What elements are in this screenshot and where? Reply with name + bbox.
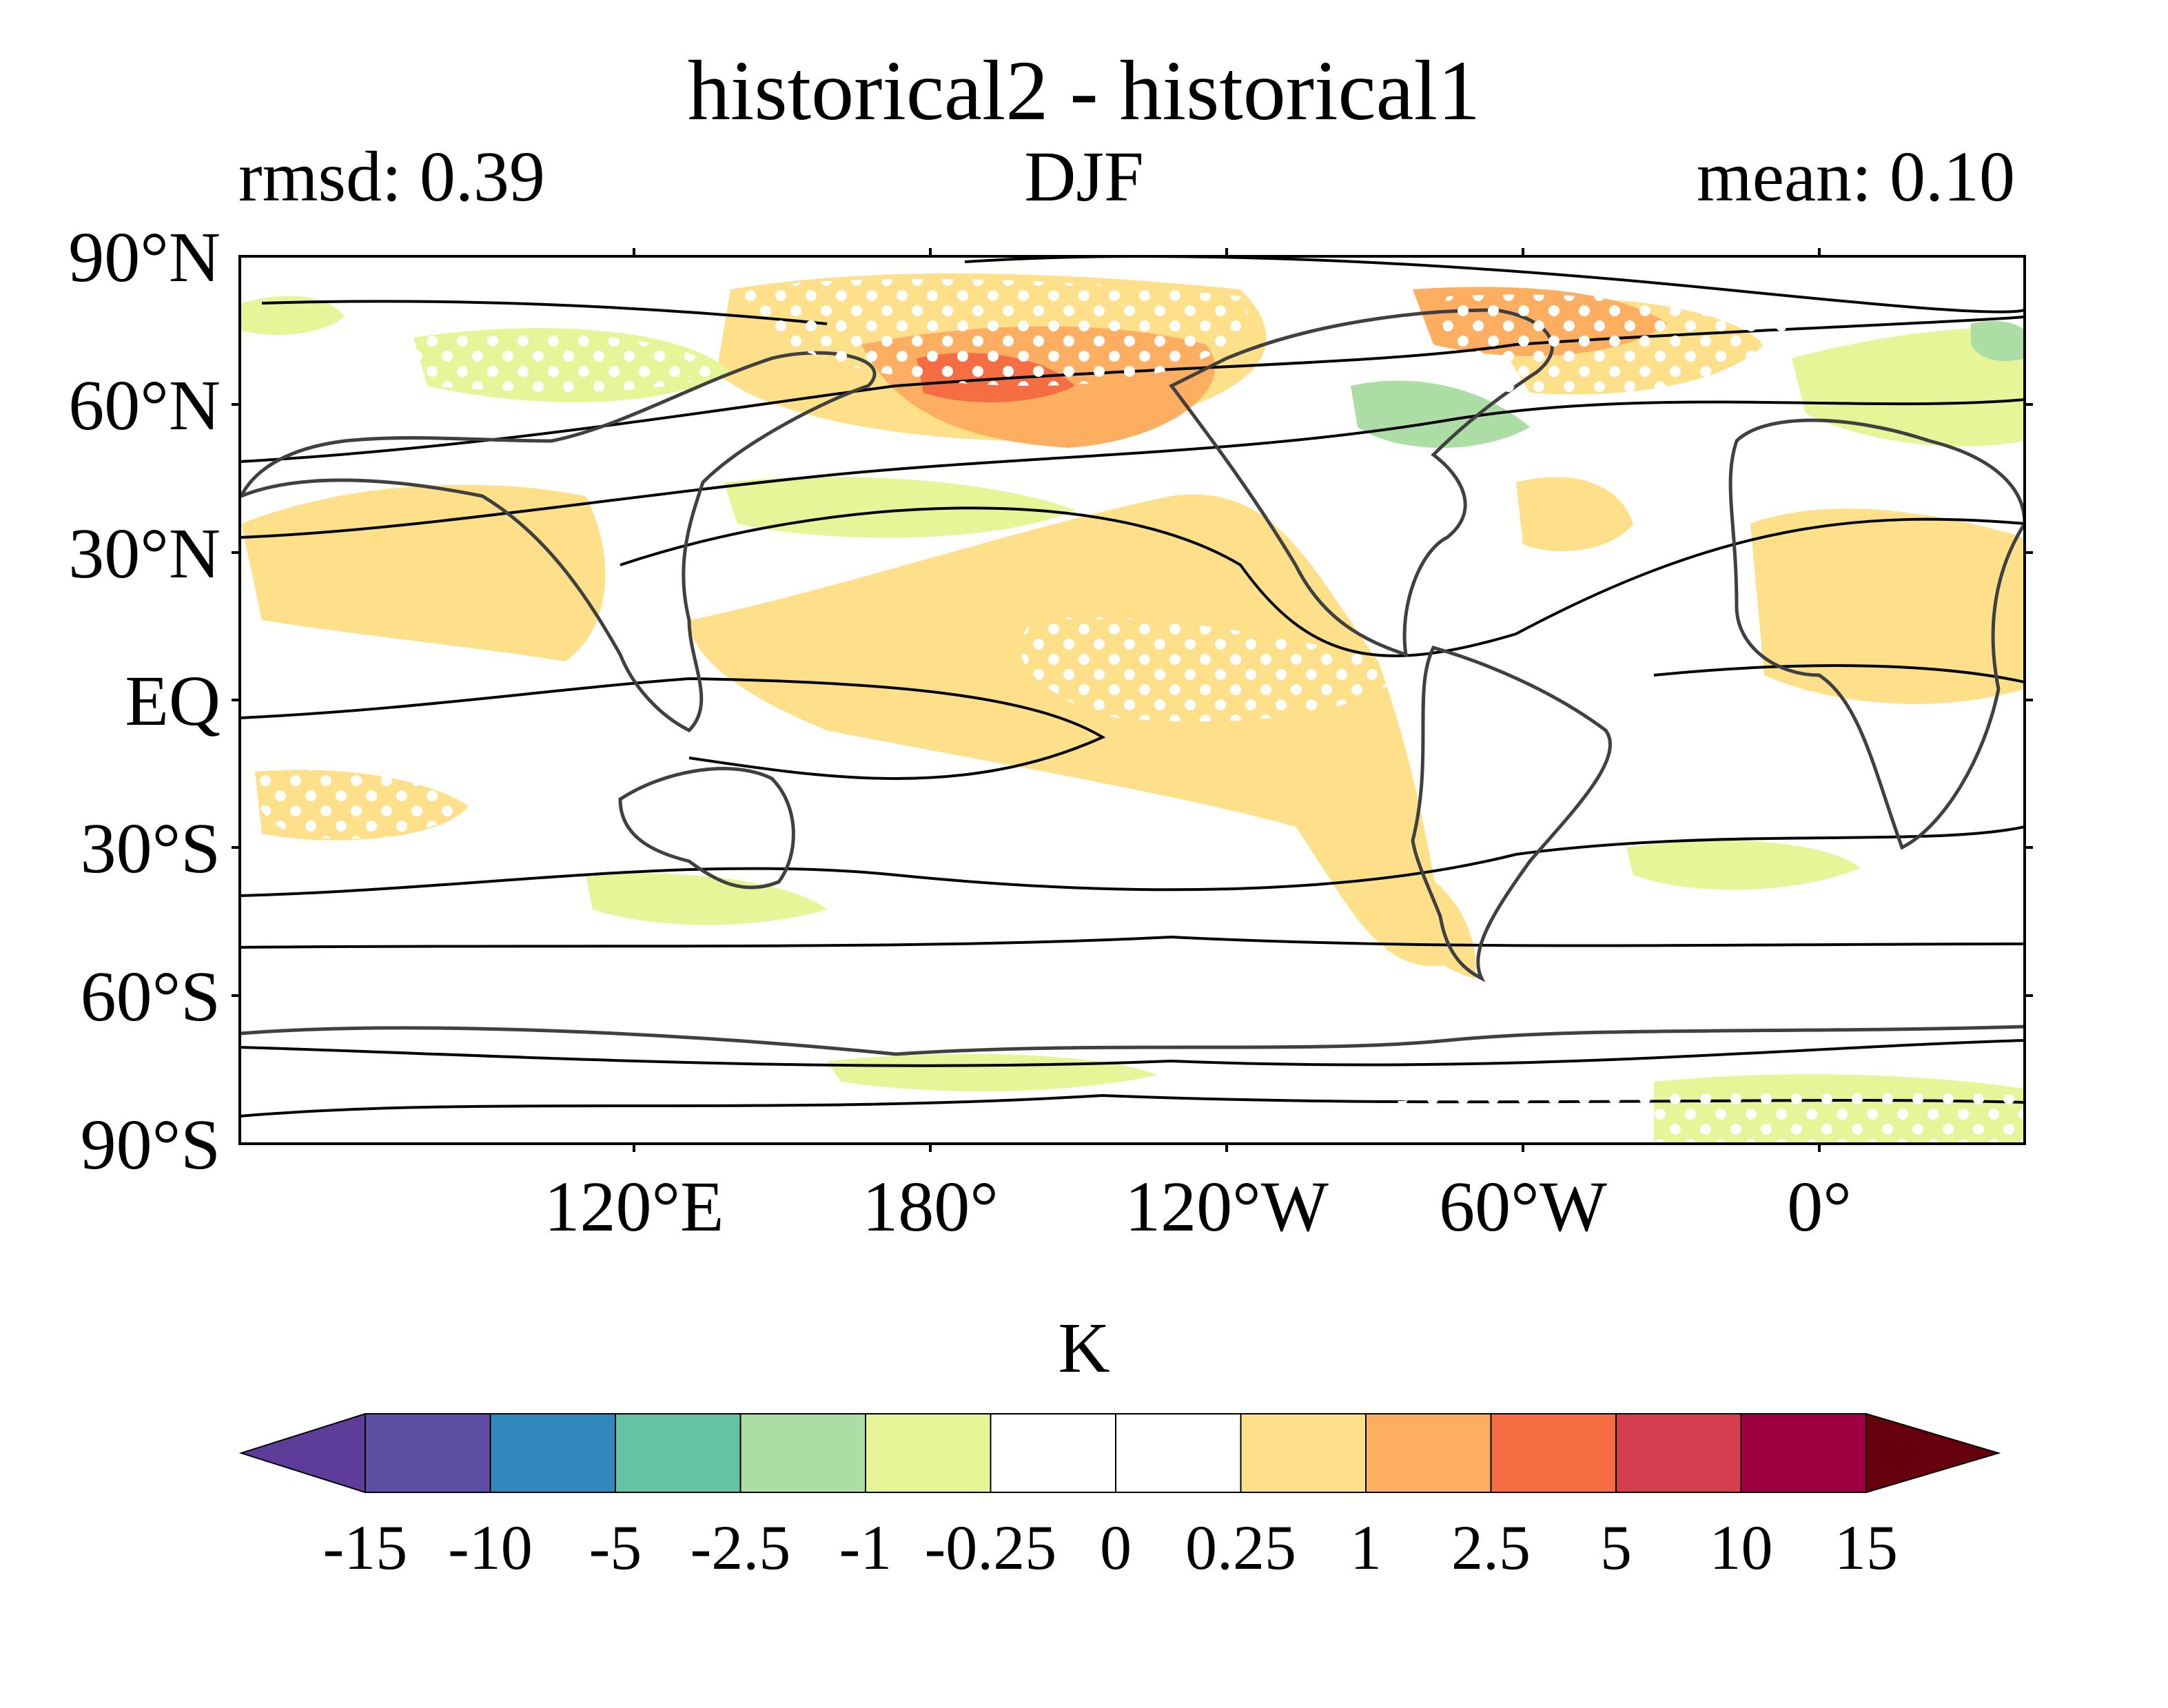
lon-label-180: 180° bbox=[862, 1167, 999, 1246]
colorbar-swatch-6 bbox=[1115, 1413, 1242, 1493]
colorbar-under-triangle bbox=[238, 1412, 366, 1494]
colorbar bbox=[238, 1412, 2001, 1494]
season-label: DJF bbox=[1024, 137, 1144, 216]
colorbar-unit-label: K bbox=[1058, 1308, 1110, 1388]
colorbar-tick-label: -0.25 bbox=[924, 1512, 1057, 1583]
warm-weak-region-0 bbox=[689, 494, 1447, 967]
colorbar-tick-label: 5 bbox=[1600, 1512, 1632, 1583]
lat-label-90s: 90°S bbox=[80, 1105, 221, 1184]
colorbar-swatch-2 bbox=[615, 1413, 742, 1493]
colorbar-swatch-10 bbox=[1615, 1413, 1742, 1493]
colorbar-swatch-3 bbox=[739, 1413, 866, 1493]
warm-weak-region-3 bbox=[1750, 508, 2025, 704]
axis-ticks bbox=[232, 248, 2033, 1152]
colorbar-tick-label: 0.25 bbox=[1185, 1512, 1296, 1583]
colorbar-swatch-11 bbox=[1740, 1413, 1867, 1493]
cool-weak-region-3 bbox=[1626, 841, 1861, 890]
chart-title: historical2 - historical1 bbox=[687, 43, 1481, 138]
colorbar-tick-label: 1 bbox=[1350, 1512, 1382, 1583]
colorbar-tick-label: 2.5 bbox=[1451, 1512, 1531, 1583]
lon-label-60w: 60°W bbox=[1439, 1167, 1607, 1246]
cool-weak-region-6 bbox=[241, 296, 345, 335]
significance-stippling bbox=[252, 278, 2025, 1144]
colorbar-tick-label: -5 bbox=[589, 1512, 642, 1583]
cool-mid-region-1 bbox=[1971, 320, 2025, 361]
colorbar-tick-label: 15 bbox=[1834, 1512, 1898, 1583]
colorbar-tick-label: 10 bbox=[1709, 1512, 1773, 1583]
climatology-contours bbox=[240, 256, 2025, 1118]
colorbar-swatch-4 bbox=[865, 1413, 992, 1493]
warm-weak-region-5 bbox=[1516, 477, 1633, 551]
colorbar-tick-label: -2.5 bbox=[690, 1512, 791, 1583]
colorbar-swatch-7 bbox=[1240, 1413, 1367, 1493]
colorbar-over-triangle bbox=[1865, 1412, 2001, 1494]
colorbar-swatch-1 bbox=[489, 1413, 616, 1493]
lat-label-90n: 90°N bbox=[68, 218, 221, 297]
lat-label-eq: EQ bbox=[125, 661, 221, 741]
colorbar-swatch-8 bbox=[1365, 1413, 1492, 1493]
colorbar-tick-label: -1 bbox=[839, 1512, 892, 1583]
cool-weak-region-5 bbox=[1792, 328, 2025, 446]
colorbar-swatch-0 bbox=[365, 1413, 491, 1493]
lon-label-120w: 120°W bbox=[1125, 1167, 1329, 1246]
map-plot-area bbox=[240, 256, 2025, 1144]
colorbar-tick-label: 0 bbox=[1100, 1512, 1132, 1583]
lat-label-60s: 60°S bbox=[80, 957, 221, 1036]
cool-mid-region-0 bbox=[1351, 380, 1530, 448]
lat-label-30s: 30°S bbox=[80, 809, 221, 888]
lat-label-30n: 30°N bbox=[68, 514, 221, 593]
cool-weak-region-1 bbox=[724, 477, 1075, 538]
colorbar-swatch-5 bbox=[990, 1413, 1116, 1493]
mean-label: mean: 0.10 bbox=[1696, 137, 2015, 216]
moderate-cool-regions bbox=[1351, 320, 2025, 448]
lon-label-120e: 120°E bbox=[544, 1167, 724, 1246]
colorbar-tick-label: -10 bbox=[448, 1512, 533, 1583]
rmsd-label: rmsd: 0.39 bbox=[238, 137, 545, 216]
colorbar-tick-label: -15 bbox=[323, 1512, 408, 1583]
colorbar-swatch-9 bbox=[1490, 1413, 1617, 1493]
lat-label-60n: 60°N bbox=[68, 366, 221, 445]
warm-weak-region-2 bbox=[241, 484, 606, 661]
lon-label-0: 0° bbox=[1787, 1167, 1852, 1246]
